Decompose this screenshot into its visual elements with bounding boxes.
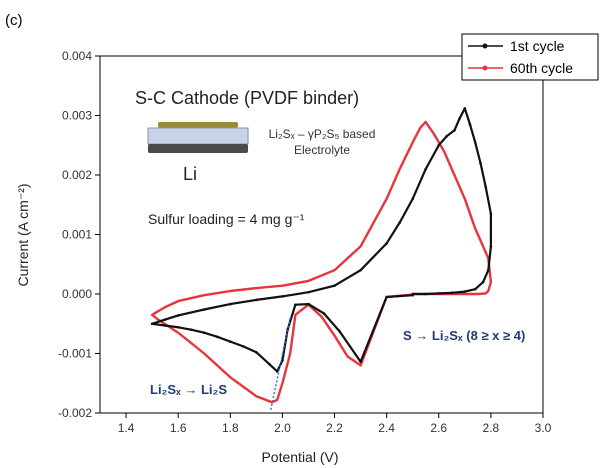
series-point-cycle1: [445, 135, 448, 138]
anode-label: Li: [183, 164, 197, 184]
series-point-cycle1: [487, 268, 490, 272]
y-tick-label: 0.002: [62, 168, 92, 182]
series-point-cycle1: [307, 290, 310, 294]
series-point-cycle1: [255, 351, 258, 354]
cell-schematic: [147, 122, 249, 153]
series-point-cycle1: [424, 167, 428, 171]
series-point-cycle1: [411, 292, 415, 296]
series-point-cycle1: [242, 345, 245, 348]
legend-label-cycle60: 60th cycle: [510, 60, 573, 76]
reaction-right: S → Li₂Sₓ (8 ≥ x ≥ 4): [403, 328, 525, 343]
x-tick-label: 1.8: [222, 421, 239, 435]
series-point-cycle1: [202, 308, 206, 311]
electrolyte-label-line1: Li₂Sₓ – γP₂S₅ based: [269, 127, 376, 141]
y-tick-label: 0.004: [62, 49, 92, 63]
x-tick-label: 3.0: [535, 421, 552, 435]
panel-label: (c): [5, 12, 23, 29]
series-point-cycle1: [294, 303, 297, 307]
series-point-cycle1: [163, 324, 167, 327]
series-point-cycle1: [163, 318, 167, 321]
series-point-cycle1: [189, 328, 193, 332]
series-point-cycle1: [322, 312, 326, 315]
series-point-cycle1: [255, 298, 258, 302]
series-point-cycle1: [385, 295, 388, 299]
x-tick-label: 2.2: [326, 421, 343, 435]
series-point-cycle1: [437, 143, 441, 147]
series-point-cycle1: [424, 292, 428, 296]
x-tick-label: 2.8: [483, 421, 500, 435]
series-point-cycle1: [176, 326, 180, 329]
series-point-cycle1: [307, 302, 310, 306]
y-tick-label: 0.001: [62, 228, 92, 242]
series-point-cycle1: [359, 268, 362, 272]
series-point-cycle1: [268, 362, 271, 366]
y-tick-label: 0.003: [62, 109, 92, 123]
series-point-cycle1: [437, 292, 441, 295]
y-tick-label: -0.001: [58, 347, 92, 361]
y-tick-label: -0.002: [58, 406, 92, 420]
series-point-cycle1: [484, 185, 488, 189]
series-point-cycle1: [176, 314, 180, 317]
series-point-cycle1: [275, 370, 279, 373]
x-tick-label: 2.6: [430, 421, 447, 435]
legend-marker-cycle1: [482, 43, 488, 49]
reaction-left: Li₂Sₓ → Li₂S: [150, 382, 227, 397]
series-point-cycle1: [458, 117, 461, 120]
axes: 1.4 1.6 1.8 2.0 2.2 2.4 2.6 2.8 3.0 -0.002 -0.001 0…: [58, 49, 552, 435]
electrolyte-layer: [147, 127, 249, 145]
series-point-cycle1: [281, 295, 284, 298]
series-point-cycle1: [333, 284, 336, 288]
legend: 1st cycle 60th cycle: [461, 33, 599, 81]
series-point-cycle1: [150, 322, 154, 326]
series-point-cycle1: [453, 129, 456, 132]
series-point-cycle1: [229, 340, 232, 343]
y-tick-label: 0.000: [62, 287, 92, 301]
series-point-cycle1: [359, 360, 362, 364]
series-point-cycle1: [481, 280, 485, 284]
x-tick-label: 1.6: [170, 421, 187, 435]
series-point-cycle1: [216, 335, 219, 339]
series-point-cycle1: [463, 290, 467, 293]
sulfur-loading: Sulfur loading = 4 mg g⁻¹: [148, 211, 305, 227]
x-axis-label: Potential (V): [261, 449, 338, 465]
series-point-cycle1: [463, 107, 467, 110]
series-point-cycle1: [202, 331, 206, 335]
series-point-cycle1: [479, 161, 482, 165]
x-tick-label: 2.0: [274, 421, 291, 435]
series-point-cycle1: [473, 287, 477, 291]
legend-marker-cycle60: [482, 65, 488, 71]
x-tick-label: 2.4: [378, 421, 395, 435]
cathode-title: S-C Cathode (PVDF binder): [135, 88, 359, 108]
series-point-cycle1: [229, 302, 232, 306]
series-line-cycle60: [150, 120, 493, 404]
series-point-cycle1: [473, 141, 477, 144]
series-point-cycle1: [385, 242, 388, 245]
y-axis-label: Current (A cm⁻²): [15, 183, 31, 286]
series-point-cycle1: [411, 197, 415, 201]
series-point-cycle1: [398, 221, 402, 224]
x-tick-label: 1.4: [118, 421, 135, 435]
series-layer: [150, 107, 493, 411]
legend-label-cycle1: 1st cycle: [510, 38, 565, 54]
electrolyte-label-line2: Electrolyte: [294, 143, 350, 157]
series-point-cycle1: [468, 123, 472, 126]
series-point-cycle1: [338, 330, 342, 333]
series-point-cycle1: [450, 291, 454, 295]
series-point-cycle1: [489, 245, 493, 248]
series-point-cycle1: [489, 212, 493, 215]
anode-layer: [148, 144, 248, 153]
cathode-layer: [158, 122, 238, 128]
legend-box: [461, 33, 599, 81]
